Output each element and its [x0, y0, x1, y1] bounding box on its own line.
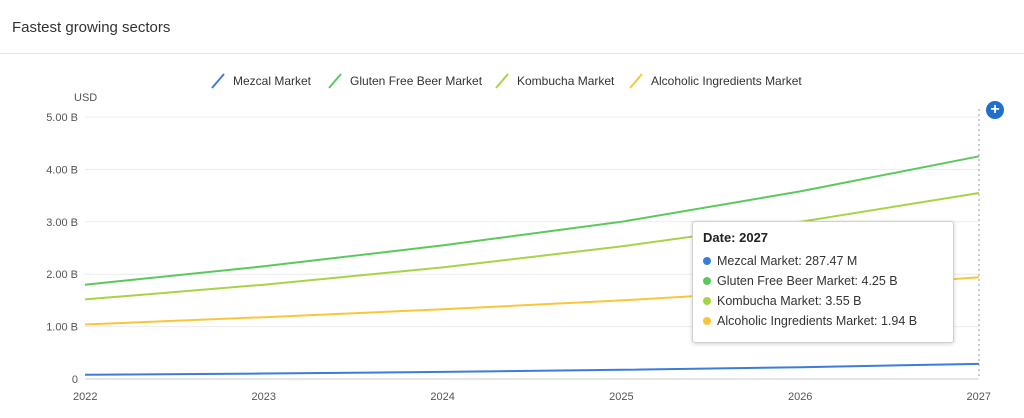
x-tick-label: 2026	[788, 391, 812, 403]
x-tick-label: 2025	[609, 391, 633, 403]
legend-item-label: Gluten Free Beer Market	[350, 74, 483, 88]
x-tick-label: 2024	[430, 391, 454, 403]
legend-swatch	[329, 74, 341, 88]
x-tick-label: 2027	[967, 391, 991, 403]
add-button[interactable]: +	[986, 101, 1004, 119]
y-tick-label: 4.00 B	[46, 164, 78, 176]
legend-item-label: Kombucha Market	[517, 74, 615, 88]
tooltip-row: Mezcal Market: 287.47 M	[703, 251, 943, 271]
series-line	[85, 364, 979, 375]
y-tick-label: 3.00 B	[46, 217, 78, 229]
y-axis: 0 1.00 B 2.00 B 3.00 B 4.00 B 5.00 B	[46, 112, 78, 386]
series-dot-icon	[703, 317, 711, 325]
tooltip-title: Date: 2027	[703, 230, 943, 245]
x-axis: 2022 2023 2024 2025 2026 2027	[73, 391, 991, 403]
series-dot-icon	[703, 277, 711, 285]
y-tick-label: 2.00 B	[46, 269, 78, 281]
legend-swatch	[630, 74, 642, 88]
y-tick-label: 1.00 B	[46, 322, 78, 334]
tooltip-row-text: Kombucha Market: 3.55 B	[717, 294, 862, 308]
x-tick-label: 2023	[252, 391, 276, 403]
series-dot-icon	[703, 297, 711, 305]
tooltip-row-text: Alcoholic Ingredients Market: 1.94 B	[717, 314, 917, 328]
tooltip-row: Gluten Free Beer Market: 4.25 B	[703, 271, 943, 291]
tooltip-row: Kombucha Market: 3.55 B	[703, 291, 943, 311]
tooltip-row-text: Mezcal Market: 287.47 M	[717, 254, 857, 268]
tooltip-row: Alcoholic Ingredients Market: 1.94 B	[703, 311, 943, 331]
y-tick-label: 5.00 B	[46, 112, 78, 124]
tooltip-rows: Mezcal Market: 287.47 M Gluten Free Beer …	[703, 251, 943, 331]
legend-swatch	[496, 74, 508, 88]
legend-item-label: Mezcal Market	[233, 74, 312, 88]
chart-legend: Mezcal Market Gluten Free Beer Market Komb…	[212, 74, 802, 88]
legend-swatch	[212, 74, 224, 88]
y-unit-label: USD	[74, 92, 97, 104]
legend-item-label: Alcoholic Ingredients Market	[651, 74, 802, 88]
x-tick-label: 2022	[73, 391, 97, 403]
tooltip-row-text: Gluten Free Beer Market: 4.25 B	[717, 274, 898, 288]
y-tick-label: 0	[72, 374, 78, 386]
series-dot-icon	[703, 257, 711, 265]
plus-circle-icon: +	[990, 101, 999, 118]
hover-tooltip: Date: 2027 Mezcal Market: 287.47 M Gluten…	[692, 221, 954, 343]
